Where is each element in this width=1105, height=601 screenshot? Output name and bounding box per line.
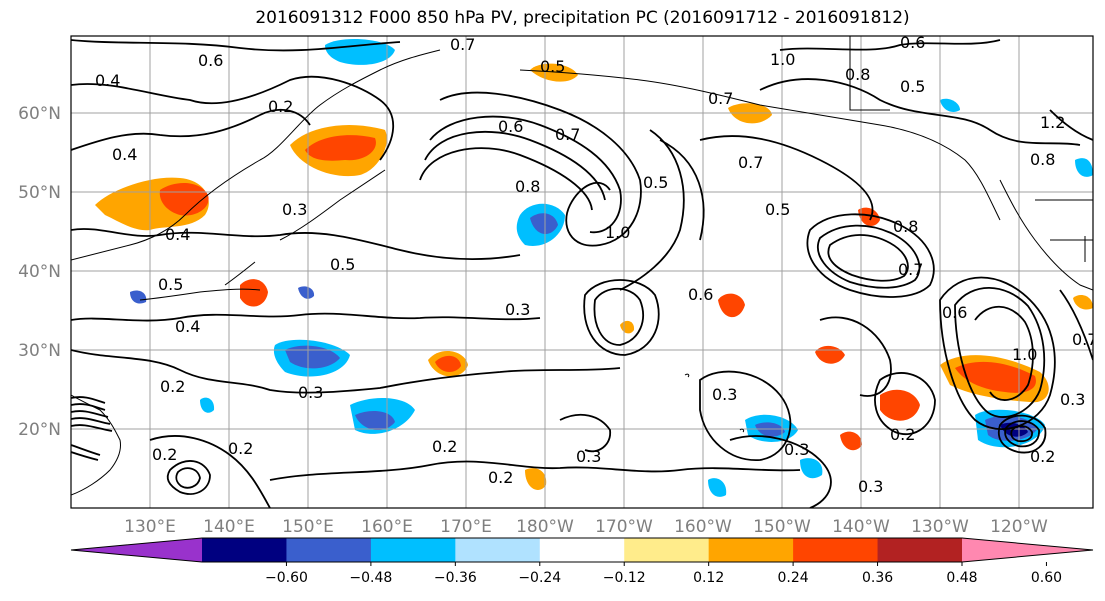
map-content: 0.4 0.6 0.7 0.2 0.4 0.5 0.6 0.7 1.0 0.8 … bbox=[71, 33, 1097, 508]
lon-label: 140°E bbox=[203, 517, 255, 537]
colorbar-extend-min bbox=[71, 538, 202, 562]
longitude-labels: 130°E 140°E 150°E 160°E 170°E 180°W 170°… bbox=[124, 517, 1048, 537]
coastlines bbox=[71, 36, 1093, 496]
lat-label: 20°N bbox=[18, 420, 61, 440]
colorbar-extend-max bbox=[962, 538, 1093, 562]
pv-label: 0.5 bbox=[330, 255, 355, 274]
lon-label: 150°E bbox=[282, 517, 334, 537]
pv-label: 0.6 bbox=[942, 303, 967, 322]
colorbar-tick-label: −0.12 bbox=[603, 570, 646, 586]
pv-label: 0.6 bbox=[498, 117, 523, 136]
pv-label: 1.0 bbox=[605, 223, 630, 242]
lon-label: 150°W bbox=[753, 517, 811, 537]
pv-label: 0.5 bbox=[643, 173, 668, 192]
pv-label: 1.0 bbox=[770, 50, 795, 69]
colorbar-tick-label: 0.12 bbox=[693, 570, 724, 586]
pv-label: 0.2 bbox=[890, 425, 915, 444]
colorbar-segment bbox=[286, 538, 372, 562]
map-title: 2016091312 F000 850 hPa PV, precipitatio… bbox=[255, 8, 910, 28]
colorbar-tick-label: 0.24 bbox=[778, 570, 809, 586]
precip-positive-shading bbox=[95, 63, 1093, 490]
pv-label: 0.7 bbox=[738, 153, 763, 172]
pv-label: 0.4 bbox=[175, 317, 200, 336]
lat-label: 30°N bbox=[18, 341, 61, 361]
pv-label: 0.2 bbox=[228, 439, 253, 458]
pv-label: 0.7 bbox=[898, 260, 923, 279]
colorbar-tick-label: 0.48 bbox=[946, 570, 977, 586]
pv-label: 0.2 bbox=[160, 377, 185, 396]
colorbar-tick-label: 0.36 bbox=[862, 570, 893, 586]
colorbar-segment bbox=[202, 538, 287, 562]
pv-label: 0.2 bbox=[268, 97, 293, 116]
pv-label: 0.3 bbox=[858, 477, 883, 496]
colorbar-tick-label: −0.60 bbox=[265, 570, 308, 586]
colorbar: −0.60 −0.48 −0.36 −0.24 −0.12 0.12 0.24 0.36 0.4… bbox=[70, 537, 1094, 586]
pv-label: 0.4 bbox=[95, 71, 120, 90]
pv-label: 0.2 bbox=[1030, 447, 1055, 466]
pv-label: 0.3 bbox=[576, 447, 601, 466]
pv-label: 0.3 bbox=[1060, 390, 1085, 409]
pv-contours bbox=[71, 39, 1093, 508]
pv-label: 0.5 bbox=[900, 77, 925, 96]
pv-label: 0.8 bbox=[893, 217, 918, 236]
pv-label: 0.7 bbox=[555, 125, 580, 144]
lon-label: 130°W bbox=[911, 517, 969, 537]
colorbar-segment bbox=[793, 538, 879, 562]
pv-label: 0.3 bbox=[505, 300, 530, 319]
lon-label: 160°W bbox=[674, 517, 732, 537]
pv-label: 0.3 bbox=[712, 385, 737, 404]
lat-label: 60°N bbox=[18, 104, 61, 124]
colorbar-segment bbox=[370, 538, 456, 562]
pv-label: 0.4 bbox=[112, 145, 137, 164]
pv-label: 0.8 bbox=[845, 65, 870, 84]
lon-label: 120°W bbox=[990, 517, 1048, 537]
lon-label: 170°W bbox=[595, 517, 653, 537]
lat-label: 40°N bbox=[18, 262, 61, 282]
pv-contour-labels: 0.4 0.6 0.7 0.2 0.4 0.5 0.6 0.7 1.0 0.8 … bbox=[95, 33, 1097, 496]
pv-label: 1.0 bbox=[1012, 345, 1037, 364]
precip-negative-shading bbox=[130, 38, 1093, 497]
colorbar-segment bbox=[708, 538, 794, 562]
lat-label: 50°N bbox=[18, 183, 61, 203]
colorbar-tick-label: −0.36 bbox=[434, 570, 477, 586]
pv-label: 0.2 bbox=[488, 468, 513, 487]
pv-label: 0.2 bbox=[152, 445, 177, 464]
colorbar-tick-label: −0.24 bbox=[518, 570, 561, 586]
pv-label: 0.8 bbox=[1030, 150, 1055, 169]
pv-label: 0.3 bbox=[298, 383, 323, 402]
colorbar-segment bbox=[455, 538, 541, 562]
latitude-labels: 60°N 50°N 40°N 30°N 20°N bbox=[18, 104, 61, 440]
pv-label: 0.5 bbox=[540, 57, 565, 76]
pv-label: 0.6 bbox=[198, 51, 223, 70]
pv-label: 0.5 bbox=[158, 275, 183, 294]
pv-label: 0.8 bbox=[515, 177, 540, 196]
pv-label: 0.4 bbox=[165, 225, 190, 244]
lon-label: 140°W bbox=[832, 517, 890, 537]
pv-label: 1.2 bbox=[1040, 113, 1065, 132]
colorbar-segment bbox=[877, 538, 963, 562]
lon-label: 170°E bbox=[440, 517, 492, 537]
colorbar-tick-label: −0.48 bbox=[349, 570, 392, 586]
pv-label: 0.7 bbox=[708, 89, 733, 108]
pv-label: 0.7 bbox=[1072, 330, 1097, 349]
lon-label: 160°E bbox=[361, 517, 413, 537]
lon-label: 130°E bbox=[124, 517, 176, 537]
pv-label: 0.7 bbox=[450, 35, 475, 54]
lon-label: 180°W bbox=[516, 517, 574, 537]
pv-label: 0.3 bbox=[784, 440, 809, 459]
colorbar-segment bbox=[539, 538, 625, 562]
pv-label: 0.5 bbox=[765, 200, 790, 219]
colorbar-outline bbox=[70, 537, 1094, 563]
map-frame bbox=[70, 35, 1094, 509]
colorbar-segment bbox=[624, 538, 710, 562]
pv-label: 0.6 bbox=[900, 33, 925, 52]
pv-label: 0.2 bbox=[432, 437, 457, 456]
pv-label: 0.6 bbox=[688, 285, 713, 304]
colorbar-tick-label: 0.60 bbox=[1031, 570, 1062, 586]
pv-label: 0.3 bbox=[282, 200, 307, 219]
